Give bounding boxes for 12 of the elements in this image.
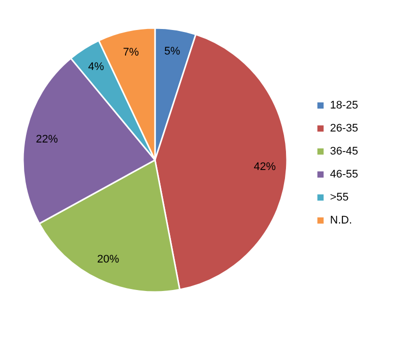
legend-label: 26-35 <box>330 122 358 134</box>
legend-label: 18-25 <box>330 100 358 112</box>
data-label: 20% <box>97 254 120 266</box>
data-label: 42% <box>254 160 276 173</box>
legend-label: N.D. <box>330 214 352 226</box>
legend-label: 36-45 <box>330 146 358 158</box>
data-label: 22% <box>36 133 58 146</box>
data-label: 5% <box>164 45 180 58</box>
legend-label: >55 <box>330 192 349 204</box>
legend-label: 46-55 <box>330 168 358 180</box>
data-label: 7% <box>123 46 140 59</box>
data-label: 4% <box>88 61 104 74</box>
